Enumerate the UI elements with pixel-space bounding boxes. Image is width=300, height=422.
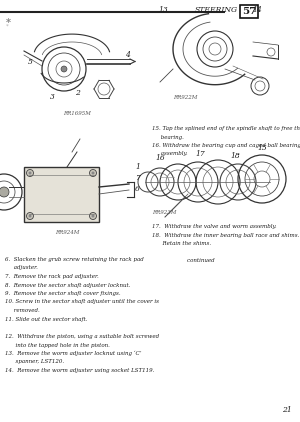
Circle shape <box>92 214 94 217</box>
Text: 14.  Remove the worm adjuster using socket LST119.: 14. Remove the worm adjuster using socke… <box>5 368 154 373</box>
Text: removed.: removed. <box>5 308 40 313</box>
Text: 7.  Remove the rack pad adjuster.: 7. Remove the rack pad adjuster. <box>5 274 99 279</box>
Text: 3: 3 <box>50 93 54 101</box>
Circle shape <box>89 170 97 176</box>
Text: 12.  Withdraw the piston, using a suitable bolt screwed: 12. Withdraw the piston, using a suitabl… <box>5 334 159 339</box>
Text: RR924M: RR924M <box>55 230 79 235</box>
Text: 10. Screw in the sector shaft adjuster until the cover is: 10. Screw in the sector shaft adjuster u… <box>5 300 159 305</box>
Circle shape <box>28 171 32 175</box>
Text: into the tapped hole in the piston.: into the tapped hole in the piston. <box>5 343 110 347</box>
Text: 2: 2 <box>75 89 80 97</box>
Text: 18: 18 <box>230 152 240 160</box>
Text: 57: 57 <box>242 7 256 16</box>
Circle shape <box>61 66 67 72</box>
Text: 1: 1 <box>135 163 140 171</box>
Text: 21: 21 <box>282 406 292 414</box>
Text: RR923M: RR923M <box>152 210 176 215</box>
Text: Retain the shims.: Retain the shims. <box>152 241 211 246</box>
Text: 16: 16 <box>155 154 165 162</box>
Text: 5: 5 <box>28 58 32 66</box>
Circle shape <box>26 170 34 176</box>
Text: *: * <box>6 24 9 29</box>
Text: 15: 15 <box>257 144 267 152</box>
Text: 15. Tap the splined end of the spindle shaft to free the: 15. Tap the splined end of the spindle s… <box>152 126 300 131</box>
Text: *: * <box>6 18 11 28</box>
Text: 18.  Withdraw the inner bearing ball race and shims.: 18. Withdraw the inner bearing ball race… <box>152 233 299 238</box>
Text: 16. Withdraw the bearing cup and caged ball bearing: 16. Withdraw the bearing cup and caged b… <box>152 143 300 148</box>
Text: RR922M: RR922M <box>173 95 197 100</box>
Circle shape <box>89 213 97 219</box>
Text: RR1695M: RR1695M <box>63 111 91 116</box>
Circle shape <box>0 187 9 197</box>
Text: assembly.: assembly. <box>152 151 188 157</box>
Text: spanner, LST120.: spanner, LST120. <box>5 360 64 365</box>
Text: continued: continued <box>152 258 214 263</box>
Text: 17: 17 <box>195 150 205 158</box>
Text: 13.  Remove the worm adjuster locknut using ‘C’: 13. Remove the worm adjuster locknut usi… <box>5 351 142 357</box>
Text: bearing.: bearing. <box>152 135 184 140</box>
Text: adjuster.: adjuster. <box>5 265 38 271</box>
Bar <box>24 167 99 222</box>
Text: 17.  Withdraw the valve and worm assembly.: 17. Withdraw the valve and worm assembly… <box>152 224 277 229</box>
Circle shape <box>92 171 94 175</box>
Text: 14: 14 <box>252 6 262 14</box>
Text: 4: 4 <box>124 51 129 59</box>
Text: 6: 6 <box>135 185 140 193</box>
Text: 6.  Slacken the grub screw retaining the rack pad: 6. Slacken the grub screw retaining the … <box>5 257 144 262</box>
Text: 7: 7 <box>135 174 140 182</box>
Text: 9.  Remove the sector shaft cover fixings.: 9. Remove the sector shaft cover fixings… <box>5 291 121 296</box>
Text: 8.  Remove the sector shaft adjuster locknut.: 8. Remove the sector shaft adjuster lock… <box>5 282 130 287</box>
Circle shape <box>28 214 32 217</box>
Text: 11. Slide out the sector shaft.: 11. Slide out the sector shaft. <box>5 316 88 322</box>
Text: 13: 13 <box>158 6 168 14</box>
Circle shape <box>26 213 34 219</box>
Text: STEERING: STEERING <box>195 6 238 14</box>
FancyBboxPatch shape <box>240 5 258 18</box>
